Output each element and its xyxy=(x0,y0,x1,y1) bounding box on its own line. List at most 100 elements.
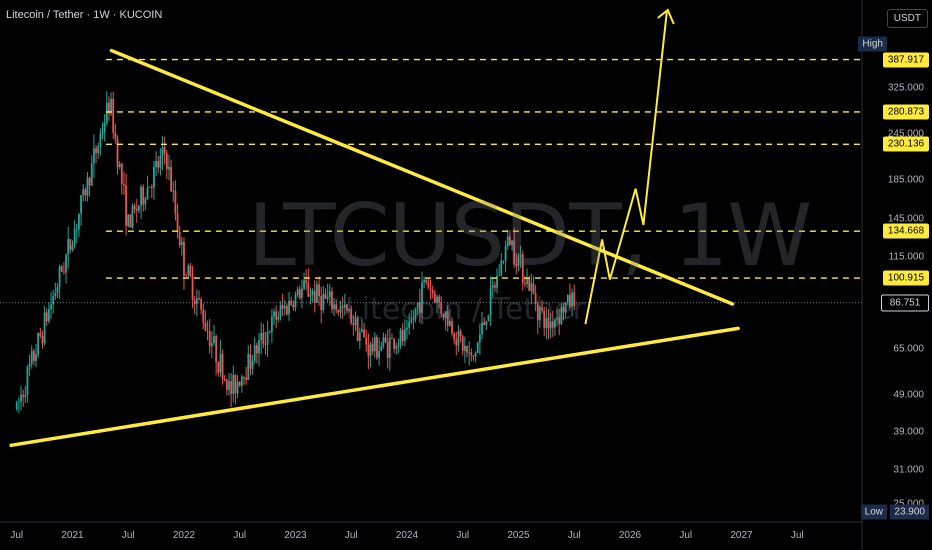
candle-body xyxy=(524,283,526,285)
candle-body xyxy=(26,367,29,395)
candle-body xyxy=(371,343,374,352)
candle-body xyxy=(65,254,67,273)
interval-label[interactable]: 1W xyxy=(93,9,110,21)
candle-body xyxy=(41,336,44,344)
candle-body xyxy=(541,307,543,311)
candle-body xyxy=(157,160,160,168)
y-tick-label: 49.000 xyxy=(893,389,924,401)
candle-body xyxy=(307,282,310,297)
candle-body xyxy=(264,343,267,345)
candle-body xyxy=(243,376,245,378)
candle-body xyxy=(350,309,353,324)
candle-body xyxy=(305,280,308,283)
candle-body xyxy=(50,304,52,310)
candle-body xyxy=(73,229,76,246)
candle-body xyxy=(112,98,115,133)
x-tick-label: 2024 xyxy=(395,530,419,541)
candle-body xyxy=(566,295,569,303)
candle-body xyxy=(571,292,573,307)
candle-body xyxy=(24,394,27,397)
candle-body xyxy=(457,331,460,346)
candle-body xyxy=(543,310,546,329)
candle-body xyxy=(260,332,263,340)
candle-body xyxy=(545,318,548,329)
candle-body xyxy=(253,345,256,361)
currency-badge[interactable]: USDT xyxy=(886,9,928,28)
candle-body xyxy=(536,303,539,321)
candle-body xyxy=(202,309,205,323)
low-tag: Low xyxy=(860,504,887,520)
candle-body xyxy=(193,300,196,305)
candle-body xyxy=(367,344,370,356)
candle-body xyxy=(382,337,385,347)
candle-body xyxy=(346,304,348,311)
candle-body xyxy=(129,214,132,228)
candle-body xyxy=(296,289,299,295)
candle-body xyxy=(75,229,78,231)
candle-body xyxy=(423,279,426,283)
candle-body xyxy=(363,329,365,338)
candle-body xyxy=(418,302,421,313)
candle-body xyxy=(328,291,331,298)
candle-body xyxy=(148,186,151,188)
candle-body xyxy=(52,296,55,305)
candle-body xyxy=(384,337,387,343)
candle-body xyxy=(90,163,93,186)
x-tick-label: 2021 xyxy=(61,530,84,541)
candle-body xyxy=(283,305,286,309)
candle-body xyxy=(455,339,458,346)
candle-body xyxy=(45,312,48,322)
candle-body xyxy=(485,321,488,326)
watermark-name: Litecoin / Tether xyxy=(345,292,585,327)
candle-body xyxy=(62,271,65,273)
candle-body xyxy=(219,353,222,373)
price-level-label: 100.915 xyxy=(883,270,929,286)
candle-body xyxy=(444,311,447,319)
symbol-name: Litecoin / Tether xyxy=(6,9,84,21)
candle-body xyxy=(270,316,273,332)
candle-body xyxy=(108,102,110,114)
x-tick-label: 2022 xyxy=(172,530,196,541)
candle-body xyxy=(103,123,106,132)
candle-body xyxy=(504,246,507,261)
candle-body xyxy=(403,329,406,342)
candle-body xyxy=(138,205,140,211)
candle-body xyxy=(301,288,303,299)
candle-body xyxy=(204,322,207,331)
candle-body xyxy=(534,293,537,304)
candle-body xyxy=(30,351,33,364)
candle-body xyxy=(88,177,91,186)
candle-body xyxy=(153,167,155,188)
price-level-label: 387.917 xyxy=(883,52,929,68)
candle-body xyxy=(86,177,89,196)
candle-body xyxy=(180,241,183,246)
candle-body xyxy=(228,381,230,390)
candle-body xyxy=(146,187,149,199)
candle-body xyxy=(354,318,357,325)
candle-body xyxy=(526,277,528,284)
candle-body xyxy=(178,231,181,246)
candle-body xyxy=(573,292,576,306)
candle-body xyxy=(341,306,344,308)
candle-body xyxy=(288,300,290,315)
candle-body xyxy=(133,205,136,209)
x-tick-label: Jul xyxy=(121,530,135,541)
candle-body xyxy=(547,318,550,329)
candle-body xyxy=(468,352,471,354)
candle-body xyxy=(554,319,556,328)
candle-body xyxy=(358,332,361,341)
projection-path xyxy=(584,8,675,325)
candle-body xyxy=(451,320,453,334)
candle-body xyxy=(273,311,275,317)
candle-body xyxy=(95,148,97,154)
y-tick-label: 145.000 xyxy=(887,213,924,225)
candle-body xyxy=(174,190,177,214)
chart-title: Litecoin / Tether · 1W · KUCOIN xyxy=(6,9,163,21)
x-tick-label: Jul xyxy=(456,530,470,541)
candle-body xyxy=(560,306,563,324)
watermark-ticker: LTCUSDT, 1W xyxy=(248,186,812,286)
candle-body xyxy=(388,338,391,358)
candle-body xyxy=(47,309,50,322)
candle-body xyxy=(564,302,567,313)
